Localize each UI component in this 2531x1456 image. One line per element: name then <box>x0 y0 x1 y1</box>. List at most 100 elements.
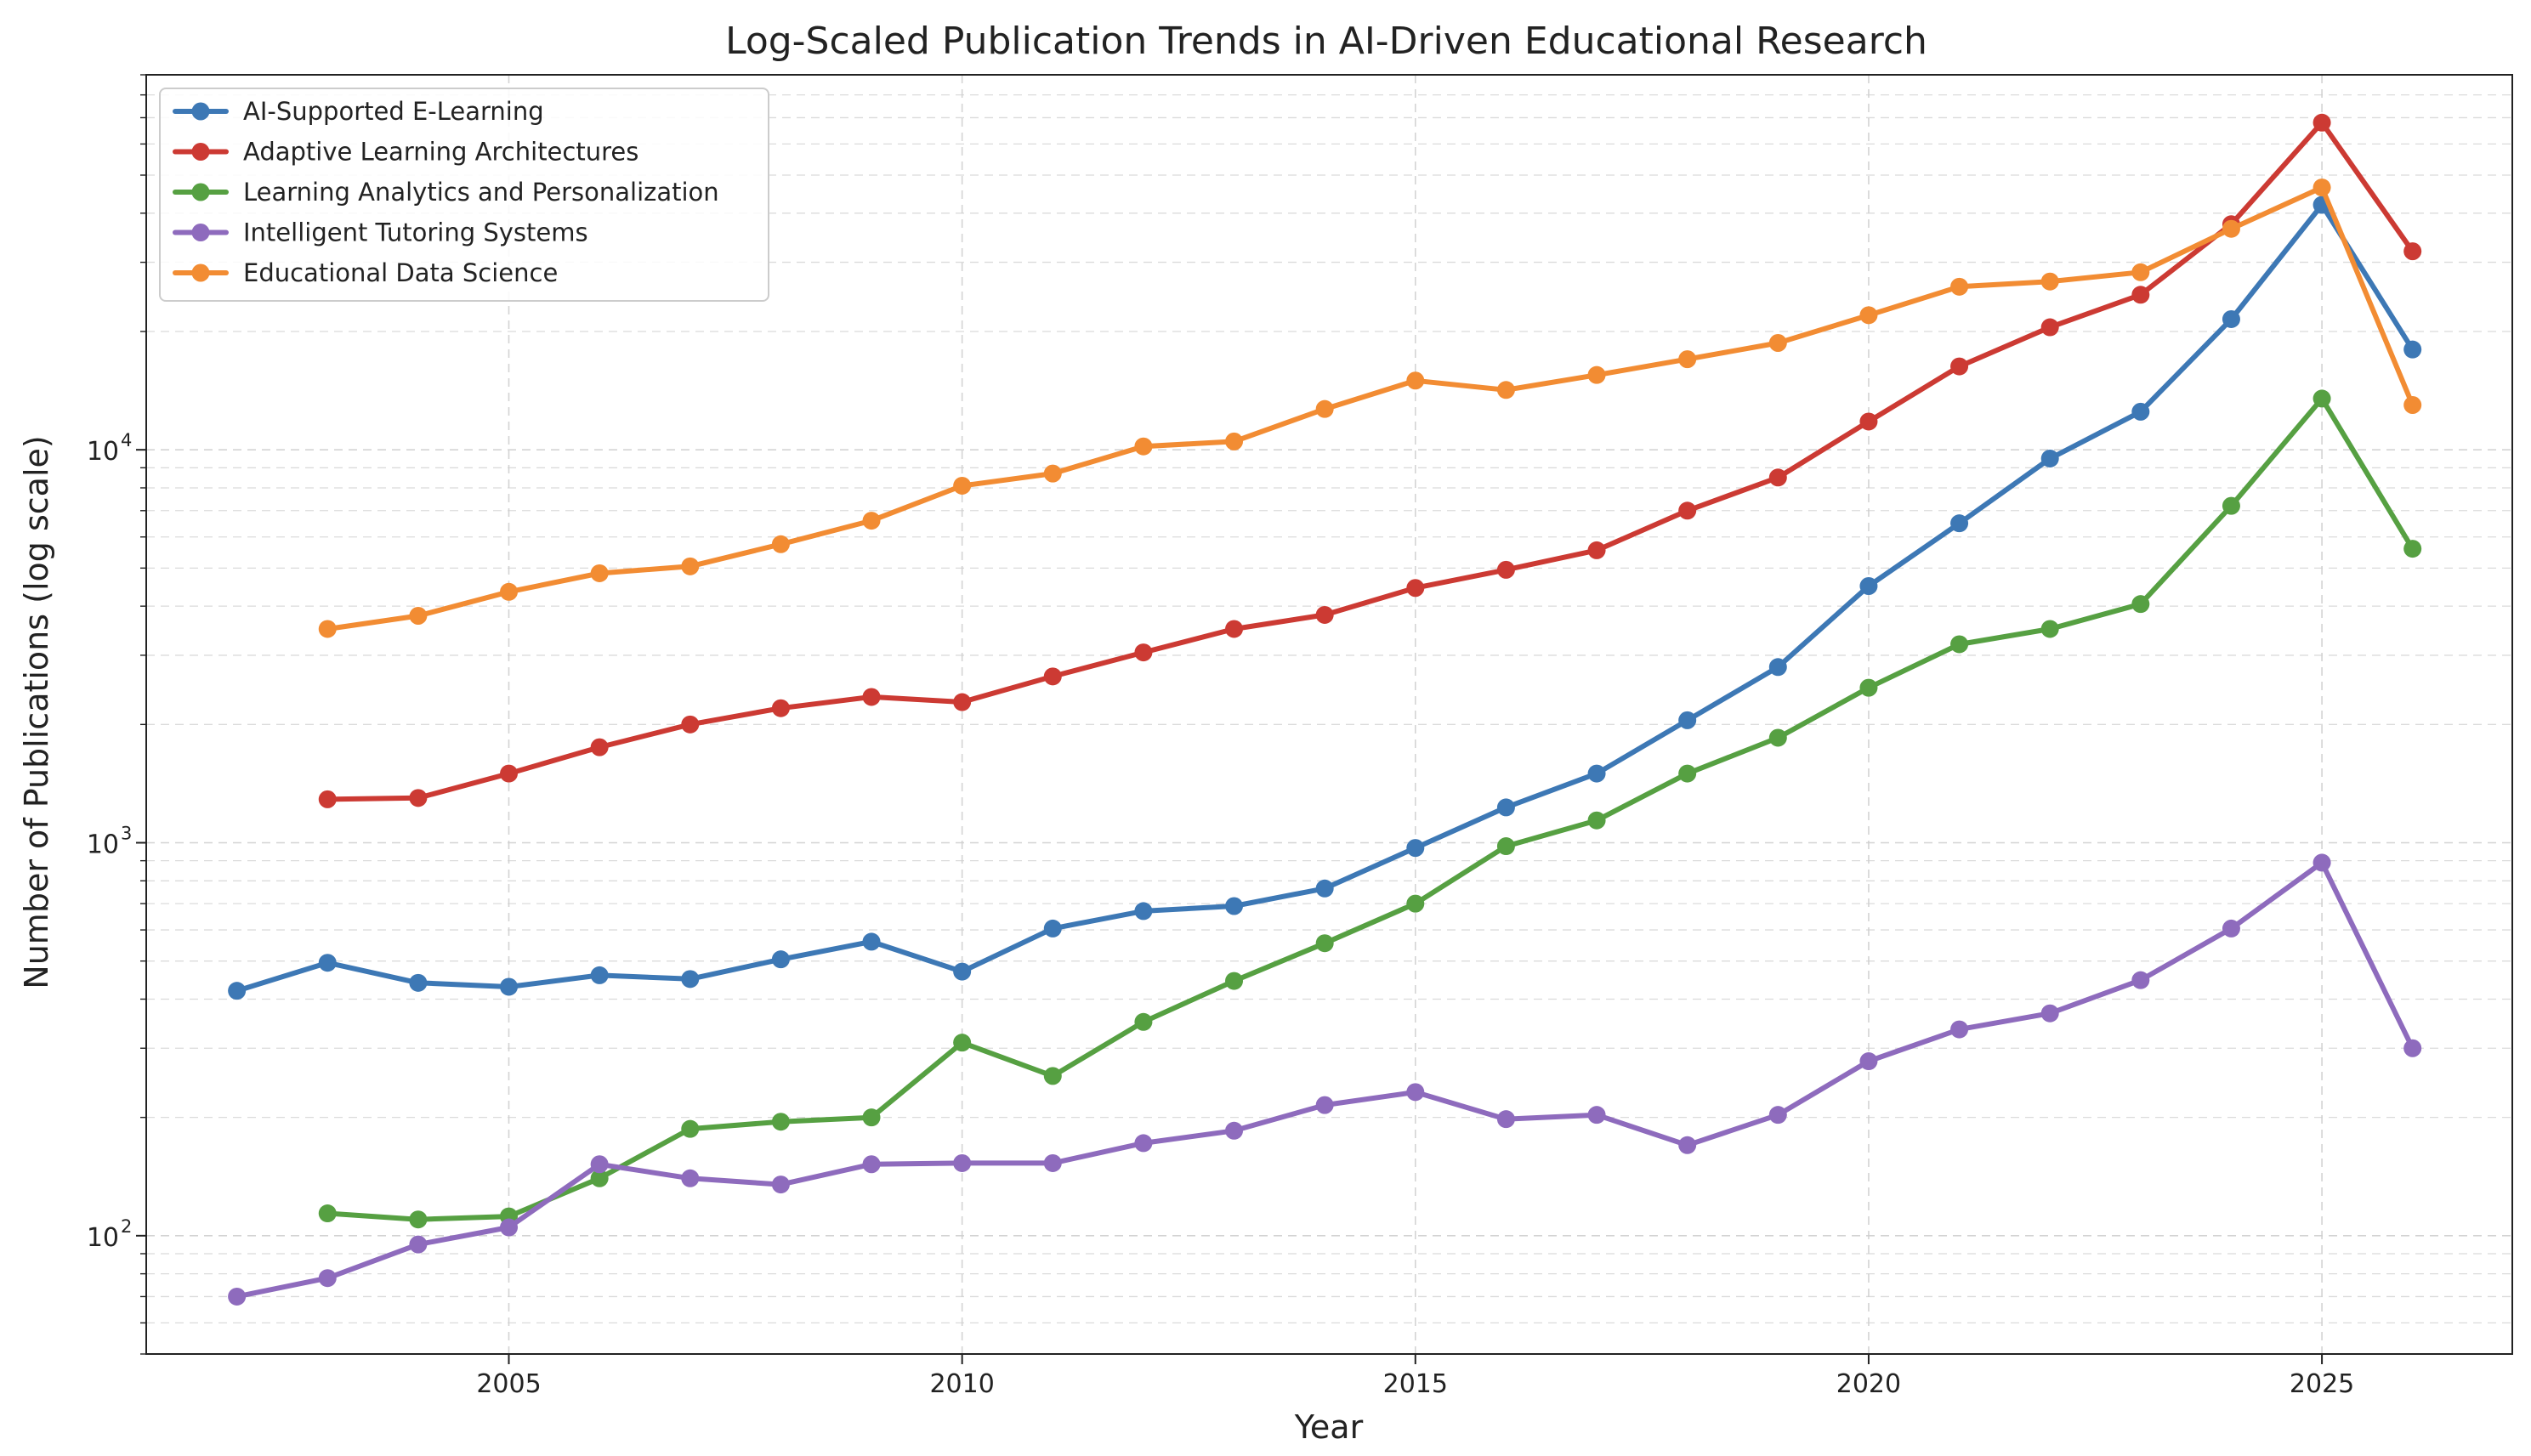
data-point <box>1134 902 1153 921</box>
data-point <box>590 1155 609 1174</box>
data-point <box>1678 501 1697 520</box>
y-tick-label-exponent: 3 <box>121 823 132 843</box>
series-line <box>234 202 2415 994</box>
plot-frame <box>145 74 2513 1355</box>
legend-marker <box>191 183 210 201</box>
data-point <box>2040 449 2059 467</box>
data-point <box>681 970 700 989</box>
data-point <box>590 1169 609 1187</box>
data-point <box>681 715 700 734</box>
data-point <box>318 1204 337 1223</box>
data-point <box>1315 1096 1334 1114</box>
x-tick-label: 2005 <box>476 1369 541 1399</box>
data-point <box>2131 971 2150 989</box>
data-point <box>1950 514 1969 533</box>
data-point <box>1043 1153 1062 1172</box>
series-group <box>228 195 2422 1000</box>
data-point <box>1225 1121 1244 1140</box>
data-point <box>1496 837 1515 856</box>
legend-label: Educational Data Science <box>243 258 558 287</box>
data-point <box>1768 333 1787 352</box>
data-point <box>2131 286 2150 304</box>
data-point <box>1678 1136 1697 1154</box>
data-point <box>1950 277 1969 296</box>
data-point <box>318 954 337 972</box>
data-point <box>1768 658 1787 677</box>
data-point <box>771 535 790 553</box>
data-point <box>771 950 790 969</box>
series-line <box>234 859 2415 1300</box>
legend-label: AI-Supported E-Learning <box>243 97 544 126</box>
data-point <box>1859 306 1878 325</box>
data-point <box>953 693 972 711</box>
data-point <box>771 699 790 717</box>
data-point <box>862 1155 881 1174</box>
data-point <box>2131 402 2150 421</box>
data-point <box>1950 635 1969 654</box>
data-point <box>2131 595 2150 614</box>
data-point <box>1134 643 1153 662</box>
data-point <box>228 1287 247 1306</box>
data-point <box>681 557 700 575</box>
data-point <box>1768 468 1787 487</box>
data-point <box>1859 1052 1878 1071</box>
series-line <box>325 184 2415 632</box>
y-axis-label: Number of Publications (log scale) <box>18 435 55 989</box>
data-point <box>1587 541 1606 559</box>
data-point <box>409 1210 428 1229</box>
data-point <box>318 620 337 638</box>
data-point <box>2131 263 2150 281</box>
data-point <box>2040 620 2059 638</box>
data-point <box>1134 437 1153 456</box>
data-point <box>1950 357 1969 376</box>
data-point <box>1768 1106 1787 1125</box>
data-point <box>862 1108 881 1127</box>
legend-marker <box>191 102 210 121</box>
data-point <box>862 512 881 530</box>
x-tick-label: 2020 <box>1836 1369 1901 1399</box>
y-tick-label-base: 10 <box>87 437 119 467</box>
data-point <box>318 1269 337 1288</box>
data-point <box>2040 318 2059 337</box>
series-group <box>318 389 2422 1229</box>
data-point <box>2313 853 2331 872</box>
data-point <box>1950 1020 1969 1039</box>
data-point <box>1043 667 1062 686</box>
legend: AI-Supported E-Learning Adaptive Learning… <box>159 88 769 302</box>
data-point <box>1678 711 1697 729</box>
y-tick-label-exponent: 4 <box>121 430 132 450</box>
data-point <box>500 582 519 601</box>
data-point <box>1859 678 1878 697</box>
data-point <box>409 607 428 626</box>
data-point <box>409 1235 428 1254</box>
data-point <box>1678 350 1697 369</box>
data-point <box>1315 399 1334 418</box>
data-point <box>2403 1039 2422 1057</box>
data-point <box>1406 894 1425 913</box>
data-point <box>2040 1004 2059 1023</box>
data-point <box>1315 879 1334 898</box>
y-tick-label-base: 10 <box>87 830 119 859</box>
data-point <box>1225 897 1244 915</box>
data-point <box>2222 309 2240 328</box>
x-tick-label: 2010 <box>929 1369 994 1399</box>
legend-marker <box>191 143 210 161</box>
data-point <box>1315 934 1334 953</box>
data-point <box>500 1218 519 1237</box>
data-point <box>1315 605 1334 624</box>
chart-title: Log-Scaled Publication Trends in AI-Driv… <box>725 20 1927 63</box>
x-tick-label: 2015 <box>1383 1369 1448 1399</box>
data-point <box>1043 919 1062 938</box>
series-group <box>318 113 2422 808</box>
y-tick-label-base: 10 <box>87 1223 119 1253</box>
data-point <box>590 966 609 984</box>
legend-marker <box>191 263 210 282</box>
data-point <box>590 564 609 582</box>
data-point <box>862 688 881 706</box>
data-point <box>1678 764 1697 783</box>
data-point <box>953 1153 972 1172</box>
data-point <box>409 789 428 807</box>
data-point <box>1225 972 1244 990</box>
series-group <box>228 853 2422 1306</box>
data-point <box>2403 340 2422 359</box>
